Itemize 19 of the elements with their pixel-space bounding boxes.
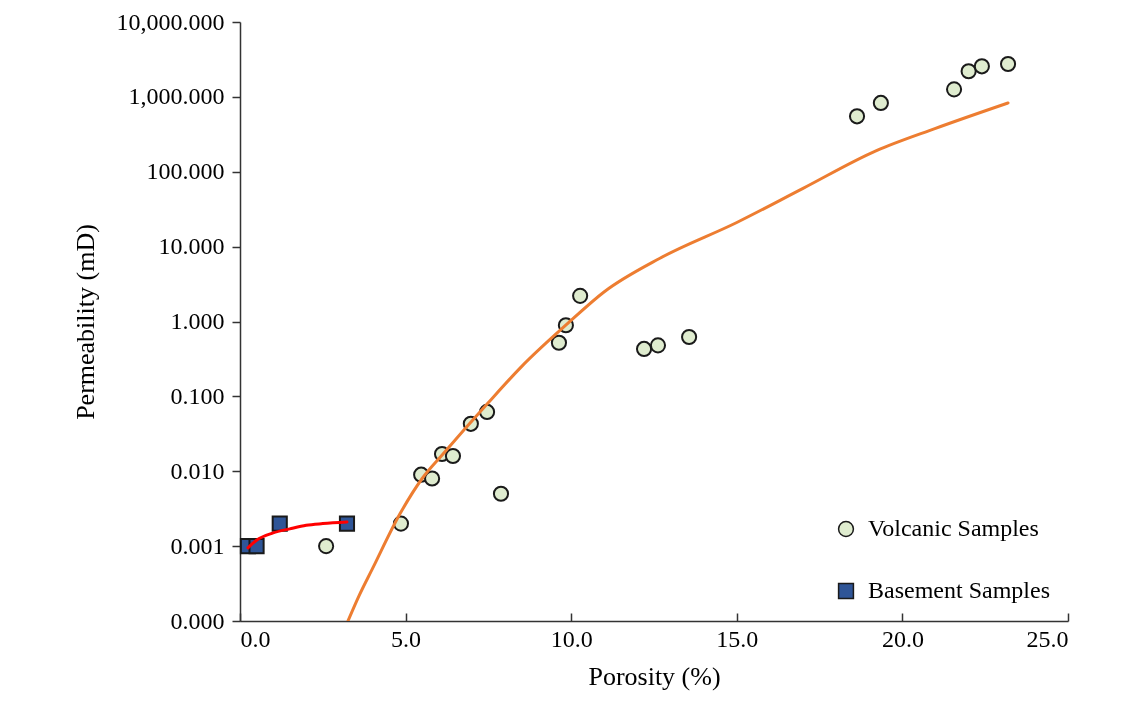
y-tick-label: 1,000.000 — [128, 83, 225, 110]
x-tick-label: 20.0 — [881, 625, 924, 652]
x-tick-label: 0.0 — [240, 625, 271, 652]
x-tick-label: 5.0 — [391, 625, 422, 652]
y-tick-label: 100.000 — [146, 158, 225, 185]
legend-label: Basement Samples — [868, 577, 1050, 603]
y-axis-title: Permeability (mD) — [70, 224, 100, 420]
legend-label: Volcanic Samples — [868, 515, 1039, 541]
x-axis-title: Porosity (%) — [588, 661, 721, 691]
y-tick-label: 0.001 — [170, 532, 225, 559]
x-tick-label: 25.0 — [1026, 625, 1069, 652]
y-tick-label: 0.100 — [170, 382, 225, 409]
y-tick-label: 0.010 — [170, 457, 225, 484]
y-tick-label: 10.000 — [158, 233, 225, 260]
y-tick-label: 1.000 — [170, 308, 225, 334]
x-tick-label: 15.0 — [716, 625, 759, 652]
y-tick-label: 10,000.000 — [116, 8, 225, 35]
x-tick-label: 10.0 — [550, 625, 593, 652]
y-tick-label: 0.000 — [170, 607, 225, 634]
